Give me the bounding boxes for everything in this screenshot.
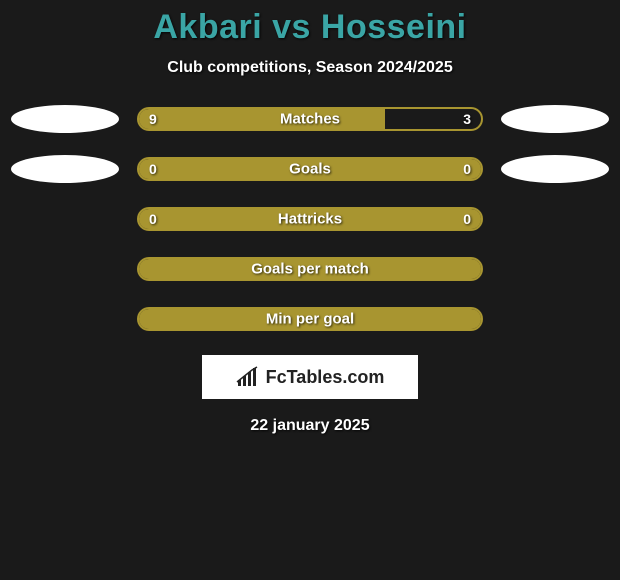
player-left-marker [11,155,119,183]
logo-text: FcTables.com [266,367,385,388]
stat-label: Hattricks [278,211,342,228]
bar-left-fill [139,109,385,129]
stat-label: Matches [280,111,340,128]
subtitle: Club competitions, Season 2024/2025 [0,59,620,77]
stat-left-value: 9 [149,111,157,127]
stat-right-value: 0 [463,211,471,227]
stat-row-goals-per-match: Goals per match [0,255,620,283]
stat-bar: 0 Goals 0 [137,157,483,181]
stat-bar: Goals per match [137,257,483,281]
stat-left-value: 0 [149,161,157,177]
stat-label: Goals [289,161,331,178]
stat-bar: Min per goal [137,307,483,331]
stat-right-value: 3 [463,111,471,127]
stat-label: Min per goal [266,311,354,328]
bar-chart-icon [236,366,262,388]
infographic-container: Akbari vs Hosseini Club competitions, Se… [0,0,620,435]
player-left-marker [11,105,119,133]
stat-bar: 9 Matches 3 [137,107,483,131]
stat-left-value: 0 [149,211,157,227]
date-text: 22 january 2025 [0,417,620,435]
stat-label: Goals per match [251,261,369,278]
player-right-marker [501,155,609,183]
stat-row-hattricks: 0 Hattricks 0 [0,205,620,233]
stat-row-min-per-goal: Min per goal [0,305,620,333]
stat-row-matches: 9 Matches 3 [0,105,620,133]
stat-row-goals: 0 Goals 0 [0,155,620,183]
logo-box: FcTables.com [202,355,418,399]
stat-right-value: 0 [463,161,471,177]
stat-bar: 0 Hattricks 0 [137,207,483,231]
player-right-marker [501,105,609,133]
page-title: Akbari vs Hosseini [0,8,620,47]
